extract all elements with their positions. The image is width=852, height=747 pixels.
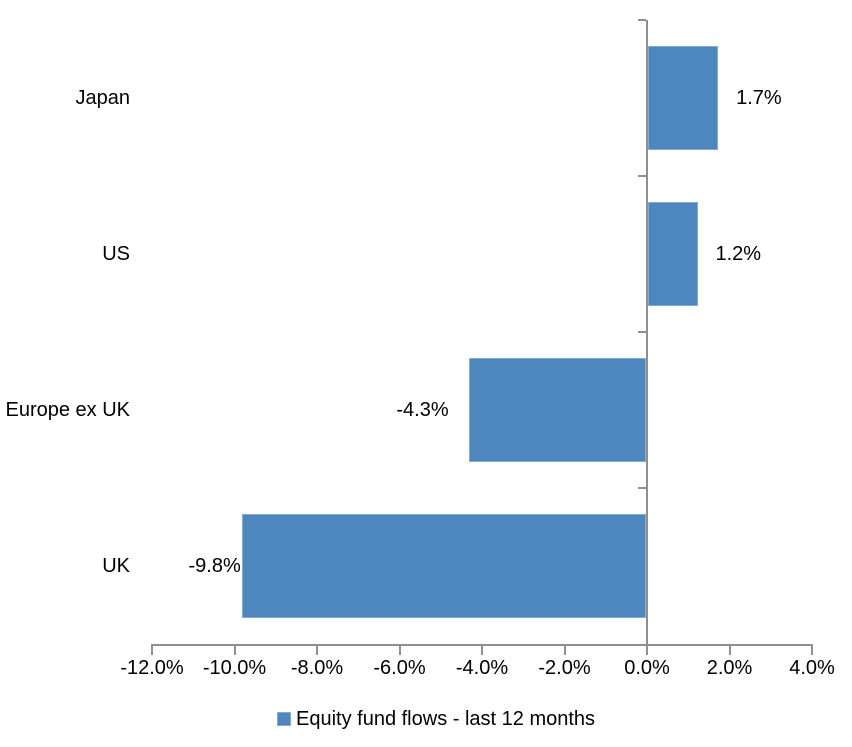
value-label-us: 1.2% bbox=[715, 243, 762, 265]
zero-axis-line bbox=[646, 20, 648, 646]
category-label-japan: Japan bbox=[75, 87, 131, 109]
x-axis-tick bbox=[316, 644, 318, 655]
x-axis-tick bbox=[811, 644, 813, 655]
x-axis-tick-label: 2.0% bbox=[706, 657, 753, 679]
category-label-europe-ex-uk: Europe ex UK bbox=[5, 399, 130, 421]
x-axis-tick-label: -6.0% bbox=[373, 657, 426, 679]
category-axis-tick bbox=[638, 175, 646, 177]
x-axis-tick bbox=[481, 644, 483, 655]
category-axis-tick bbox=[638, 331, 646, 333]
x-axis-tick-label: -4.0% bbox=[455, 657, 509, 679]
x-axis-tick bbox=[563, 644, 566, 655]
plot-area: -12.0% -10.0% -8.0% -6.0% -4.0% -2.0% 0.0% 2.0%… bbox=[5, 19, 835, 679]
x-axis-tick-label: -10.0% bbox=[202, 657, 267, 679]
x-axis-tick-label: -8.0% bbox=[290, 657, 344, 679]
category-axis-tick bbox=[638, 487, 646, 489]
x-axis-tick bbox=[233, 644, 236, 655]
category-label-us: US bbox=[102, 243, 130, 265]
x-axis-tick-label: -2.0% bbox=[538, 657, 591, 679]
x-axis-tick-label: 4.0% bbox=[789, 657, 835, 679]
category-label-uk: UK bbox=[102, 555, 130, 577]
x-axis-tick bbox=[151, 644, 153, 655]
bar-europe-ex-uk bbox=[468, 358, 646, 462]
value-label-japan: 1.7% bbox=[736, 87, 782, 109]
bar-uk bbox=[241, 514, 646, 618]
bar-us bbox=[648, 202, 698, 306]
x-axis-tick bbox=[646, 644, 648, 655]
legend-swatch bbox=[277, 712, 291, 726]
x-axis-tick-label: -12.0% bbox=[120, 657, 184, 679]
x-axis-tick bbox=[728, 644, 731, 655]
bar-japan bbox=[648, 46, 719, 150]
legend-label: Equity fund flows - last 12 months bbox=[296, 708, 596, 730]
value-label-europe-ex-uk: -4.3% bbox=[396, 399, 449, 421]
x-axis-tick-label: 0.0% bbox=[624, 657, 670, 679]
value-label-uk: -9.8% bbox=[188, 555, 241, 577]
category-axis-tick bbox=[638, 19, 646, 21]
x-axis-tick bbox=[398, 644, 401, 655]
